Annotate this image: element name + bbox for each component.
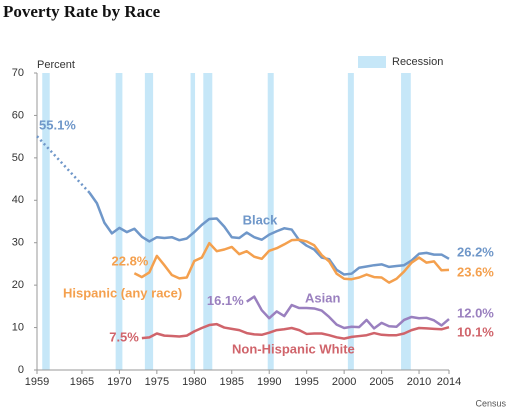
x-tick-label: 2005 [369, 376, 393, 388]
y-tick-label: 70 [12, 67, 24, 79]
series-line [246, 295, 450, 330]
source: Census [475, 398, 506, 408]
legend-label: Recession [392, 56, 443, 68]
x-tick-label: 1970 [107, 376, 131, 388]
legend-swatch [358, 56, 386, 68]
x-tick-label: 2014 [437, 376, 461, 388]
value-label: 12.0% [457, 306, 494, 321]
x-tick-label: 1985 [220, 376, 244, 388]
recession-band [42, 73, 50, 370]
chart-title: Poverty Rate by Race [3, 2, 161, 21]
y-tick-label: 50 [12, 152, 24, 164]
x-tick-label: 1975 [145, 376, 169, 388]
recession-band [401, 73, 411, 370]
series-name: Black [243, 212, 278, 227]
y-axis-label: Percent [37, 59, 75, 71]
x-tick-label: 1959 [25, 376, 49, 388]
value-label: 22.8% [112, 254, 149, 269]
y-tick-label: 60 [12, 109, 24, 121]
y-tick-label: 20 [12, 279, 24, 291]
recession-band [190, 73, 196, 370]
recession-band [115, 73, 123, 370]
recession-band [347, 73, 354, 370]
series-line [133, 238, 450, 284]
y-tick-label: 40 [12, 194, 24, 206]
series-name: Hispanic (any race) [63, 285, 182, 300]
recession-band [267, 73, 274, 370]
value-label: 23.6% [457, 264, 494, 279]
x-tick-label: 1990 [257, 376, 281, 388]
y-tick-label: 0 [18, 364, 24, 376]
x-tick-label: 1995 [294, 376, 318, 388]
value-label: 16.1% [207, 293, 244, 308]
x-tick-label: 2010 [407, 376, 431, 388]
recession-band [144, 73, 154, 370]
value-label: 26.2% [457, 244, 494, 259]
x-tick-label: 2000 [332, 376, 356, 388]
value-label: 7.5% [109, 330, 139, 345]
value-label: 55.1% [39, 118, 76, 133]
y-tick-label: 30 [12, 237, 24, 249]
y-tick-label: 10 [12, 321, 24, 333]
series-line [88, 191, 450, 276]
series-name: Asian [305, 290, 340, 305]
value-label: 10.1% [457, 325, 494, 340]
x-tick-label: 1980 [182, 376, 206, 388]
x-tick-label: 1965 [70, 376, 94, 388]
series-name: Non-Hispanic White [232, 341, 355, 356]
series-line [141, 322, 450, 340]
